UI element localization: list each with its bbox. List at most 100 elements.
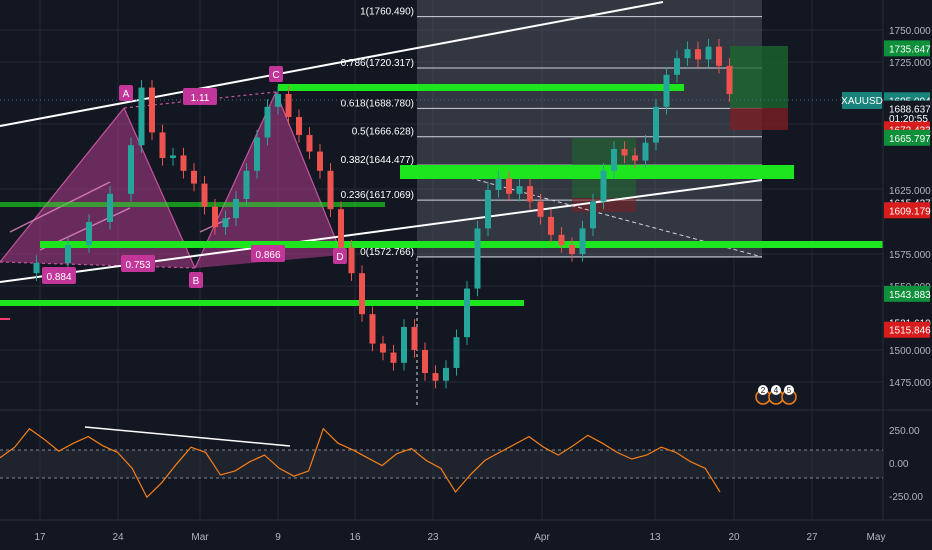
candle-body bbox=[275, 94, 281, 107]
fibonacci-retracement-box[interactable] bbox=[417, 0, 762, 258]
price-tick-label: 1625.000 bbox=[889, 186, 931, 197]
candle-body bbox=[537, 201, 544, 217]
long-position-profit-zone[interactable] bbox=[730, 46, 788, 108]
price-tick-label: 1750.000 bbox=[889, 26, 931, 37]
candle-body bbox=[348, 247, 355, 274]
pattern-ratio-badge bbox=[183, 88, 217, 105]
event-count-badge bbox=[784, 385, 794, 395]
stop-marker bbox=[0, 318, 10, 320]
candle-body bbox=[516, 186, 523, 194]
resistance-zone-2 bbox=[400, 165, 794, 179]
candle-body bbox=[170, 155, 176, 158]
event-count: 4 bbox=[774, 386, 779, 395]
candle-body bbox=[432, 373, 439, 381]
candle-body bbox=[138, 87, 145, 146]
time-tick-label: 24 bbox=[112, 532, 124, 543]
fib-level-label: 0.382(1644.477) bbox=[341, 155, 414, 166]
oscillator-band bbox=[0, 450, 883, 478]
pattern-ratio-label: 0.866 bbox=[255, 250, 280, 261]
price-tick-label: 1500.000 bbox=[889, 346, 931, 357]
candle-body bbox=[642, 142, 649, 161]
pattern-ratio-badge bbox=[251, 245, 285, 262]
candle-body bbox=[107, 193, 113, 222]
candle-body bbox=[233, 198, 239, 219]
fib-level-label: 0.5(1666.628) bbox=[352, 127, 414, 138]
event-count: 5 bbox=[787, 386, 792, 395]
price-tick-label: 1475.000 bbox=[889, 378, 931, 389]
candle-body bbox=[548, 216, 554, 235]
candle-body bbox=[527, 186, 533, 202]
candle-body bbox=[558, 234, 565, 246]
time-tick-label: 27 bbox=[806, 532, 818, 543]
time-axis[interactable]: 17 24 Mar 9 16 23 Apr 13 20 27 May bbox=[34, 532, 885, 543]
candle-body bbox=[285, 94, 292, 118]
candle-body bbox=[359, 273, 365, 315]
pattern-point-badge bbox=[119, 85, 133, 101]
candle-body bbox=[201, 183, 208, 207]
candle-body bbox=[327, 170, 334, 210]
price-badge-bg bbox=[884, 202, 930, 219]
oscillator-axis[interactable]: 250.00 0.00 -250.00 bbox=[889, 426, 923, 503]
candle-body bbox=[474, 228, 481, 289]
price-badge-bg bbox=[884, 100, 930, 117]
candle-body bbox=[705, 46, 712, 60]
candle-body bbox=[422, 350, 428, 374]
candle-body bbox=[212, 206, 218, 228]
candle-body bbox=[726, 65, 733, 94]
price-badge: 1515.846 bbox=[889, 326, 931, 337]
price-badges: 1735.6471695.0941688.6371672.4331665.797… bbox=[884, 40, 931, 338]
candle-body bbox=[380, 343, 386, 353]
pattern-ratio-label: 0.753 bbox=[125, 260, 150, 271]
symbol-tag[interactable]: XAUUSD bbox=[841, 92, 883, 109]
candle-body bbox=[254, 137, 260, 171]
price-badge-bg bbox=[884, 40, 930, 57]
price-badge-bg bbox=[884, 285, 930, 302]
candle-body bbox=[243, 170, 250, 199]
long-position-loss-zone[interactable] bbox=[730, 108, 788, 130]
support-zone-2 bbox=[40, 241, 883, 248]
price-badge: 1543.883 bbox=[889, 290, 931, 301]
time-tick-label: 17 bbox=[34, 532, 46, 543]
candle-body bbox=[569, 245, 575, 254]
candle-body bbox=[222, 218, 229, 228]
pattern-labels[interactable]: A B C D 1.11 0.884 0.753 0.866 bbox=[42, 66, 347, 288]
event-count-badge bbox=[771, 385, 781, 395]
candle-body bbox=[684, 49, 691, 59]
price-tick-label: 1725.000 bbox=[889, 58, 931, 69]
candle-body bbox=[453, 337, 460, 368]
candle-body bbox=[264, 106, 271, 138]
oscillator-tick-label: 250.00 bbox=[889, 426, 920, 437]
candle-body bbox=[632, 155, 638, 161]
candle-body bbox=[621, 149, 628, 156]
resistance-zone-1 bbox=[278, 84, 684, 91]
pattern-point-badge bbox=[333, 248, 347, 264]
time-tick-label: 13 bbox=[649, 532, 661, 543]
oscillator-tick-label: 0.00 bbox=[889, 459, 909, 470]
price-badge: 1688.637 bbox=[889, 105, 931, 116]
candle-body bbox=[495, 178, 502, 190]
pattern-point-label: B bbox=[193, 276, 200, 287]
candle-body bbox=[600, 170, 607, 202]
candle-body bbox=[485, 190, 491, 229]
candle-body bbox=[401, 326, 407, 363]
time-tick-label: 16 bbox=[349, 532, 361, 543]
candle-body bbox=[180, 155, 187, 171]
candle-body bbox=[663, 74, 670, 107]
fib-level-label: 1(1760.490) bbox=[360, 7, 414, 18]
fib-level-label: 0(1572.766) bbox=[360, 247, 414, 258]
support-zone-1 bbox=[0, 202, 385, 207]
price-badge: 1665.797 bbox=[889, 134, 931, 145]
pattern-ratio-label: 1.11 bbox=[191, 93, 210, 104]
pattern-ratio-label: 0.884 bbox=[46, 272, 71, 283]
pattern-ratio-badge bbox=[121, 255, 155, 272]
price-tick-label: 1575.000 bbox=[889, 250, 931, 261]
fib-level-label: 0.618(1688.780) bbox=[341, 98, 414, 109]
fib-level-label: 0.786(1720.317) bbox=[341, 58, 414, 69]
time-tick-label: Mar bbox=[191, 532, 209, 543]
event-count: 2 bbox=[761, 386, 766, 395]
candle-body bbox=[86, 222, 92, 246]
candle-body bbox=[579, 228, 586, 254]
candle-body bbox=[369, 314, 376, 344]
